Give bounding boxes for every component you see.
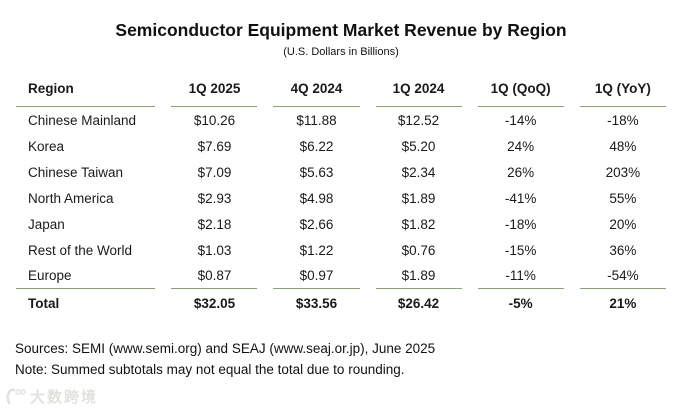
value-cell: $26.42: [397, 295, 440, 311]
value-cell: -18%: [504, 216, 537, 232]
column-header-region: Region: [16, 70, 156, 107]
value-cell: $1.22: [299, 242, 334, 258]
value-cell: $2.34: [401, 164, 436, 180]
value-cell: $0.87: [171, 263, 258, 289]
table-row: Chinese Taiwan $7.09 $5.63 $2.34 26% 203%: [16, 159, 666, 185]
value-cell: -18%: [607, 112, 639, 128]
table-row: North America $2.93 $4.98 $1.89 -41% 55%: [16, 185, 666, 211]
value-cell: -54%: [579, 263, 666, 289]
sources-text: Sources: SEMI (www.semi.org) and SEAJ (w…: [15, 341, 436, 356]
footer: Sources: SEMI (www.semi.org) and SEAJ (w…: [15, 338, 682, 380]
value-cell: $1.03: [197, 242, 232, 258]
value-cell: -11%: [477, 263, 564, 289]
value-cell: $2.93: [197, 190, 232, 206]
table-row: Korea $7.69 $6.22 $5.20 24% 48%: [16, 133, 666, 159]
value-cell: $1.89: [401, 190, 436, 206]
value-cell: $10.26: [193, 112, 236, 128]
value-cell: $2.66: [299, 216, 334, 232]
column-header-1q-qoq: 1Q (QoQ): [477, 70, 564, 107]
watermark: 大数跨境: [5, 386, 98, 407]
watermark-text: 大数跨境: [30, 389, 99, 406]
column-header-1q-2024: 1Q 2024: [375, 70, 462, 107]
header-row: Region 1Q 2025 4Q 2024 1Q 2024 1Q (QoQ) …: [16, 70, 666, 107]
value-cell: -41%: [504, 190, 537, 206]
value-cell: 36%: [609, 242, 637, 258]
value-cell: $32.05: [193, 295, 236, 311]
value-cell: 48%: [609, 138, 637, 154]
page-title: Semiconductor Equipment Market Revenue b…: [115, 20, 567, 40]
region-cell: North America: [28, 190, 114, 206]
column-header-4q-2024: 4Q 2024: [273, 70, 360, 107]
region-cell: Chinese Mainland: [28, 112, 137, 128]
value-cell: $4.98: [299, 190, 334, 206]
value-cell: 24%: [507, 138, 535, 154]
value-cell: $7.69: [197, 138, 232, 154]
value-cell: $12.52: [397, 112, 440, 128]
value-cell: 20%: [609, 216, 637, 232]
table-row: Chinese Mainland $10.26 $11.88 $12.52 -14% -1…: [16, 107, 666, 133]
region-cell: Rest of the World: [28, 242, 133, 258]
value-cell: 203%: [605, 164, 641, 180]
value-cell: $0.97: [273, 263, 360, 289]
total-row: Total $32.05 $33.56 $26.42 -5% 21%: [16, 289, 666, 317]
region-cell: Chinese Taiwan: [28, 164, 124, 180]
value-cell: $6.22: [299, 138, 334, 154]
column-header-1q-yoy: 1Q (YoY): [579, 70, 666, 107]
value-cell: -14%: [504, 112, 537, 128]
value-cell: $2.18: [197, 216, 232, 232]
value-cell: $5.20: [401, 138, 436, 154]
region-cell: Europe: [16, 263, 156, 289]
value-cell: $1.89: [375, 263, 462, 289]
value-cell: $5.63: [299, 164, 334, 180]
note-text: Note: Summed subtotals may not equal the…: [15, 362, 405, 377]
value-cell: $1.82: [401, 216, 436, 232]
column-header-1q-2025: 1Q 2025: [171, 70, 258, 107]
value-cell: $0.76: [401, 242, 436, 258]
value-cell: $33.56: [295, 295, 338, 311]
page-subtitle: (U.S. Dollars in Billions): [283, 46, 399, 58]
value-cell: 26%: [507, 164, 535, 180]
value-cell: 55%: [609, 190, 637, 206]
value-cell: -15%: [504, 242, 537, 258]
region-cell: Japan: [28, 216, 65, 232]
value-cell: $7.09: [197, 164, 232, 180]
value-cell: 21%: [609, 295, 637, 311]
table-row: Rest of the World $1.03 $1.22 $0.76 -15% 36%: [16, 237, 666, 263]
table-row: Japan $2.18 $2.66 $1.82 -18% 20%: [16, 211, 666, 237]
region-cell: Total: [28, 295, 60, 311]
value-cell: $11.88: [296, 112, 337, 128]
claw-logo-icon: [5, 388, 27, 405]
value-cell: -5%: [508, 295, 533, 311]
table-row: Europe $0.87 $0.97 $1.89 -11% -54%: [16, 263, 666, 289]
region-cell: Korea: [28, 138, 65, 154]
revenue-table: Region 1Q 2025 4Q 2024 1Q 2024 1Q (QoQ) …: [0, 70, 682, 317]
